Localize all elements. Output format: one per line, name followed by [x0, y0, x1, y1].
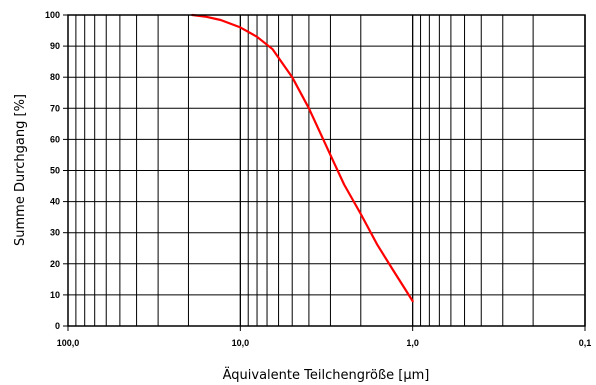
- y-tick-label: 10: [50, 290, 60, 300]
- x-tick-label: 10,0: [232, 338, 250, 348]
- y-axis-title: Summe Durchgang [%]: [13, 94, 28, 246]
- series-layer: [191, 13, 414, 303]
- x-axis-title: Äquivalente Teilchengröße [µm]: [223, 367, 430, 383]
- plot-frame: [67, 14, 586, 327]
- series-line: [191, 13, 414, 303]
- y-tick-label: 70: [50, 103, 60, 113]
- y-tick-label: 100: [45, 10, 60, 20]
- y-tick-label: 50: [50, 166, 60, 176]
- x-tick-label: 0,1: [579, 338, 592, 348]
- y-tick-label: 40: [50, 197, 60, 207]
- y-tick-label: 30: [50, 228, 60, 238]
- tick-labels: 0 10 20 30 40 50 60 70 80 90 100 100,0 10,0 1,0 0,1: [45, 10, 591, 348]
- y-tick-label: 80: [50, 72, 60, 82]
- y-tick-label: 0: [55, 321, 60, 331]
- x-tick-label: 100,0: [57, 338, 80, 348]
- y-tick-label: 90: [50, 41, 60, 51]
- y-tick-label: 20: [50, 259, 60, 269]
- x-tick-label: 1,0: [406, 338, 419, 348]
- y-tick-label: 60: [50, 134, 60, 144]
